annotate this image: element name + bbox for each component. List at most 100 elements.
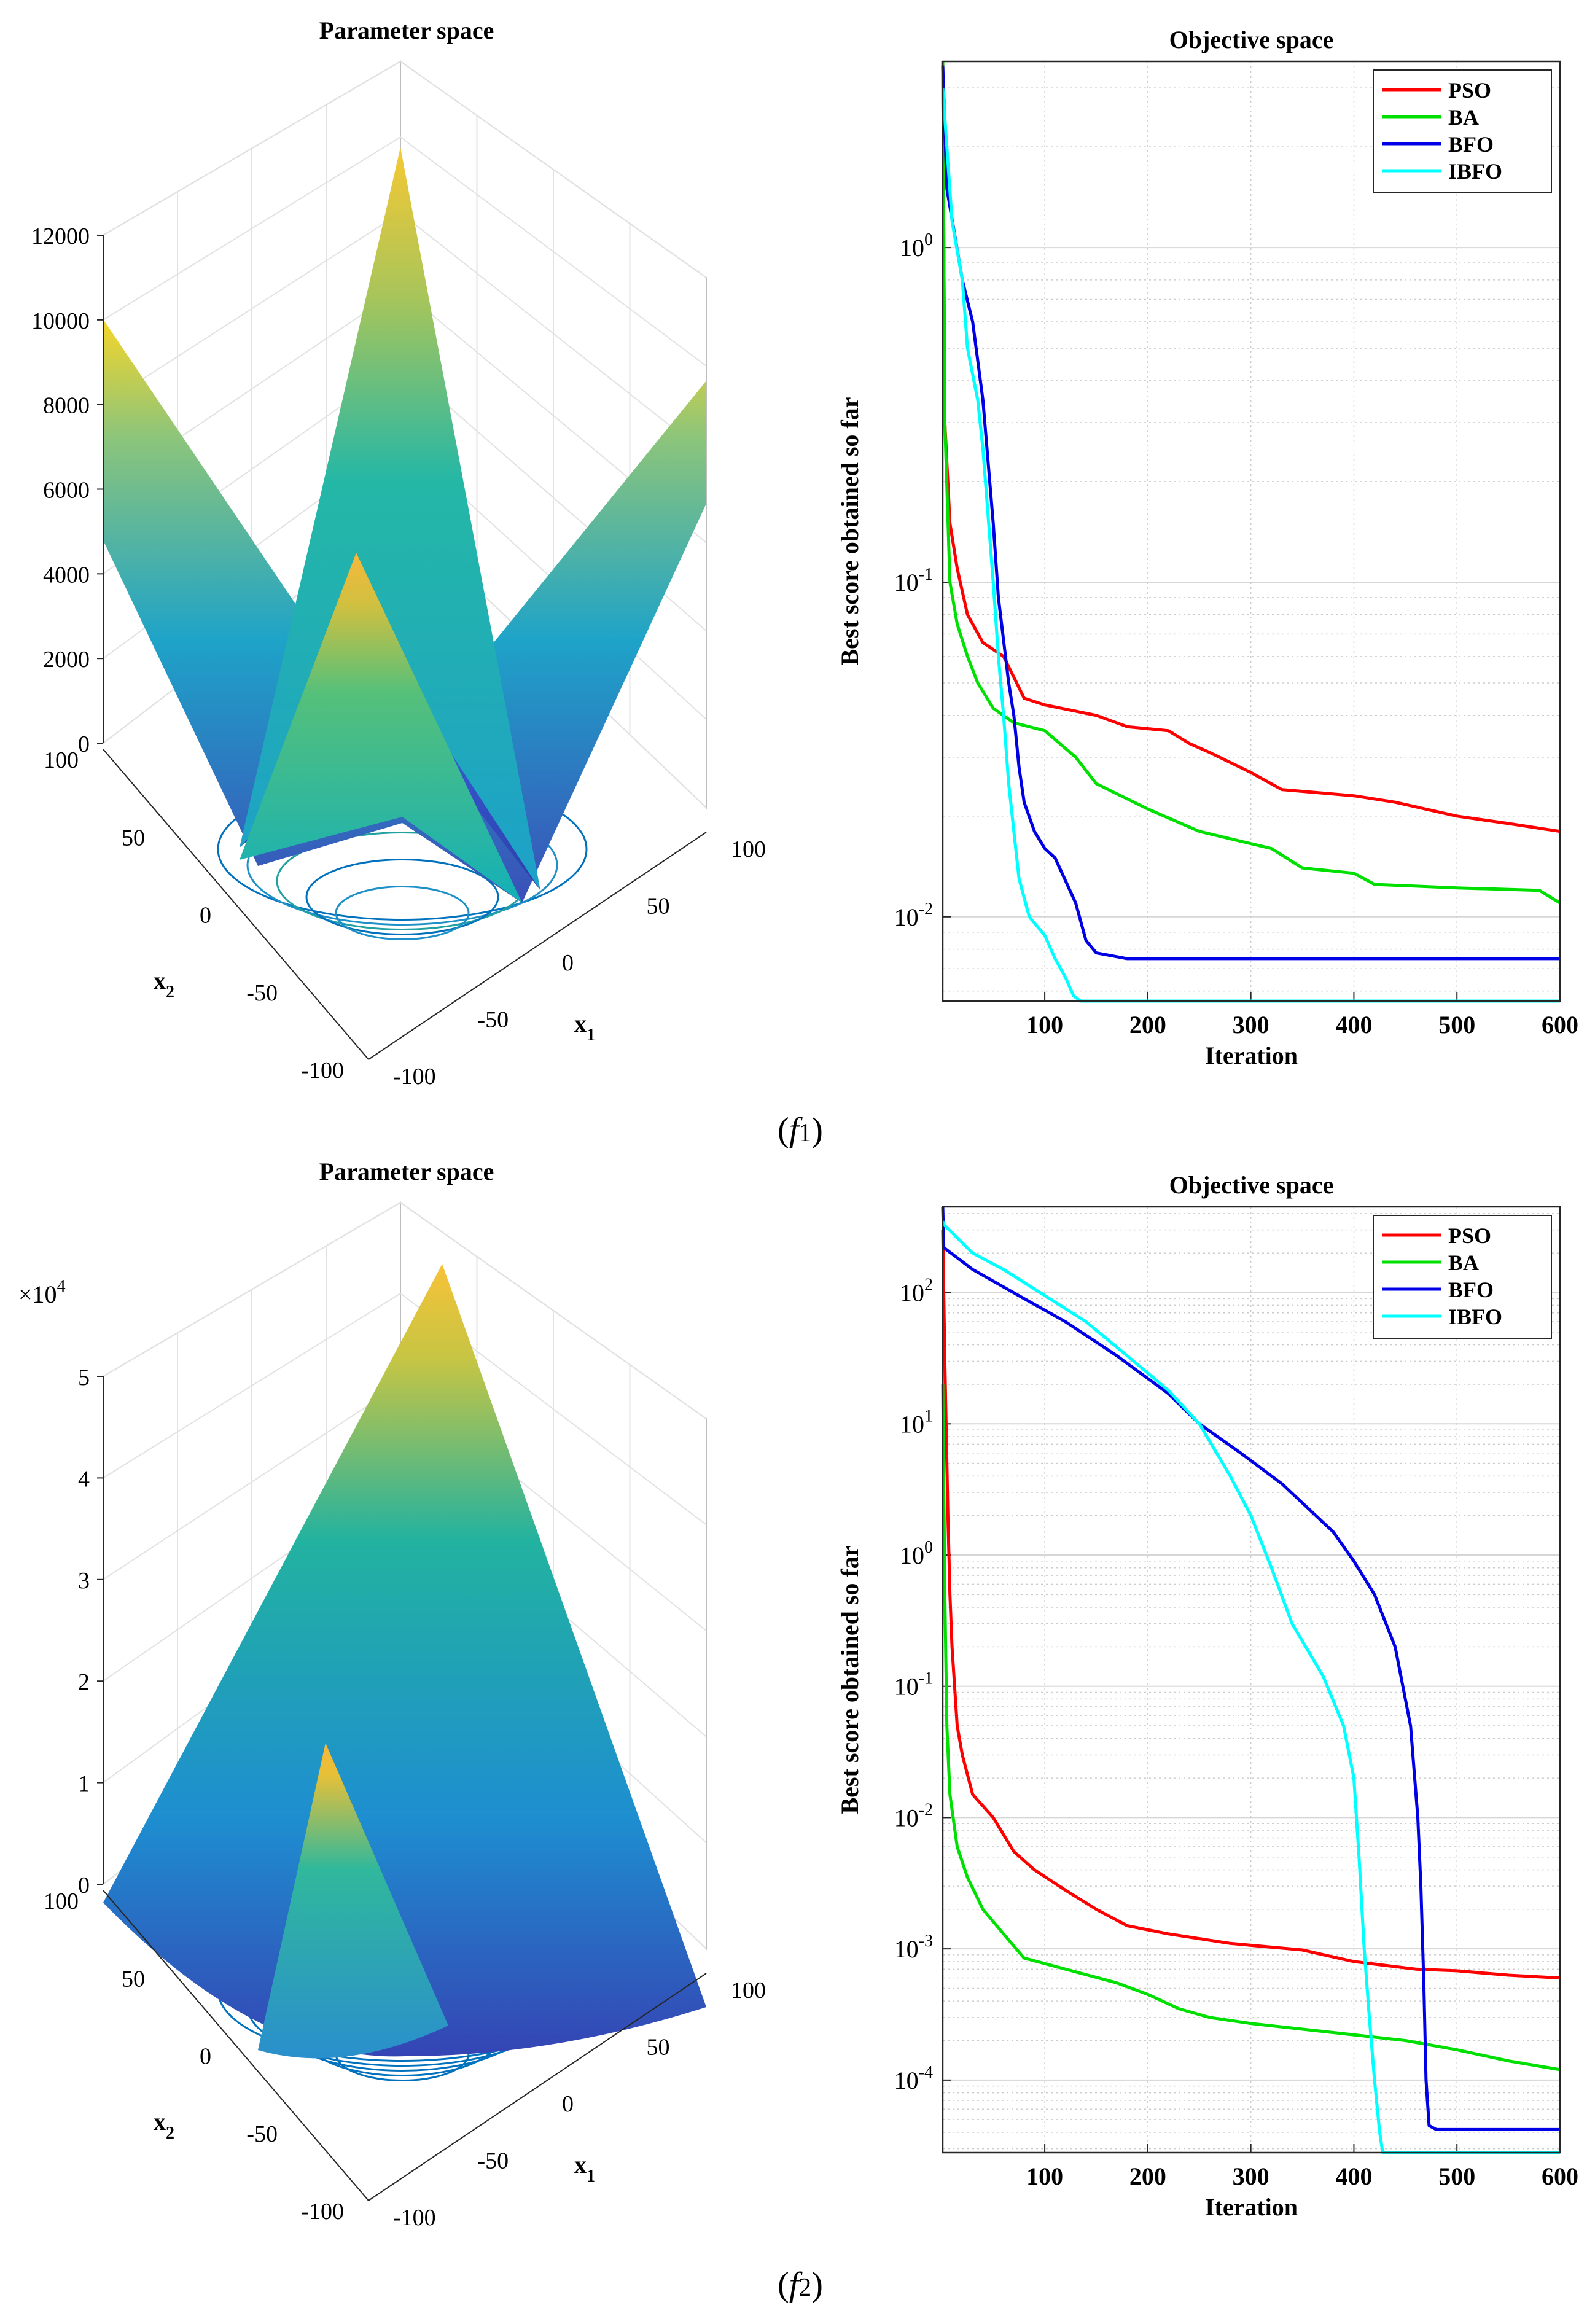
- z-multiplier-exp: 4: [57, 1277, 66, 1296]
- z-tick-label: 12000: [31, 224, 90, 249]
- y-axis-label: Best score obtained so far: [836, 1546, 864, 1814]
- x2-axis-line: [103, 749, 369, 1060]
- x1-axis-line: [368, 1973, 707, 2201]
- x-tick-label: 400: [1335, 2162, 1372, 2190]
- x-tick-label: 300: [1233, 2162, 1269, 2190]
- x1-label-sub: 1: [587, 2167, 595, 2186]
- caption-paren-close: ): [811, 1111, 823, 1149]
- figure-caption-1: (f1): [778, 1111, 823, 1149]
- y-tick-base: 10: [900, 1542, 924, 1569]
- y-tick-exp: -2: [919, 1800, 933, 1819]
- caption-paren-close: ): [811, 2266, 823, 2304]
- surface-plot-1: Parameter space1200010000800060004000200…: [31, 17, 766, 1090]
- z-tick-label: 2000: [43, 647, 90, 673]
- x-tick-label: 500: [1438, 1011, 1475, 1039]
- x1-axis-label: x1: [574, 2151, 595, 2186]
- x-axis-label: Iteration: [1205, 2193, 1298, 2221]
- chart-title: Objective space: [1169, 1171, 1334, 1199]
- y-tick-base: 10: [894, 569, 919, 596]
- series-line-ibfo: [941, 1220, 1560, 2154]
- y-tick-exp: 0: [924, 1538, 933, 1557]
- legend-label-ba: BA: [1448, 105, 1479, 130]
- wall-gridline: [103, 1292, 707, 1526]
- legend-label-bfo: BFO: [1448, 132, 1494, 157]
- x2-tick-label: -50: [246, 980, 278, 1006]
- x2-tick-label: -100: [301, 2199, 344, 2225]
- y-tick-label: 101: [900, 1406, 933, 1438]
- y-tick-label: 10-1: [894, 1669, 933, 1701]
- z-tick-label: 6000: [43, 478, 90, 504]
- x1-tick-label: 100: [731, 1978, 766, 2003]
- x2-label-base: x: [154, 967, 166, 994]
- x1-tick-label: 50: [647, 2035, 670, 2061]
- plot-frame: [942, 60, 1561, 1002]
- x2-tick-label: 100: [44, 747, 79, 773]
- y-tick-base: 10: [894, 1673, 919, 1701]
- x-tick-label: 300: [1233, 1011, 1269, 1039]
- wall-gridline: [103, 60, 707, 278]
- y-tick-base: 10: [894, 903, 919, 931]
- x1-tick-label: -100: [393, 1064, 436, 1090]
- y-tick-label: 100: [900, 1538, 933, 1569]
- y-tick-label: 10-1: [894, 565, 933, 596]
- z-tick-label: 4000: [43, 562, 90, 588]
- plot-frame: [942, 1206, 1561, 2154]
- surface-bowl: [103, 1264, 706, 2057]
- y-tick-exp: -3: [919, 1932, 933, 1951]
- x1-tick-label: 0: [562, 950, 574, 976]
- z-tick-label: 4: [78, 1466, 90, 1492]
- legend-label-ibfo: IBFO: [1448, 159, 1502, 184]
- series-line-ba: [941, 61, 1561, 905]
- y-tick-base: 10: [894, 2067, 919, 2094]
- x1-label-base: x: [574, 2151, 587, 2178]
- surface-title: Parameter space: [319, 1158, 494, 1185]
- plot-area: [943, 1207, 1560, 2153]
- x1-label-base: x: [574, 1010, 587, 1037]
- chart-title: Objective space: [1169, 26, 1334, 53]
- y-tick-base: 10: [900, 1410, 924, 1438]
- wall-gridline: [103, 1201, 707, 1419]
- x-tick-label: 400: [1335, 1011, 1372, 1039]
- x1-tick-label: -50: [478, 2148, 509, 2174]
- x1-axis-label: x1: [574, 1010, 595, 1045]
- y-tick-exp: -2: [919, 900, 933, 919]
- x2-tick-label: 100: [44, 1889, 79, 1914]
- z-tick-label: 1: [78, 1771, 90, 1797]
- z-tick-label: 2: [78, 1669, 90, 1695]
- floor-contour: [335, 886, 470, 940]
- plot-area: [943, 61, 1560, 1001]
- y-tick-base: 10: [894, 1935, 919, 1963]
- legend-label-pso: PSO: [1448, 78, 1491, 103]
- x2-label-sub: 2: [166, 2124, 174, 2143]
- surface-side-wings: [103, 319, 706, 903]
- x-tick-label: 100: [1026, 1011, 1063, 1039]
- x-tick-label: 600: [1542, 1011, 1578, 1039]
- y-tick-label: 10-3: [894, 1932, 933, 1963]
- x2-tick-label: 50: [122, 825, 145, 851]
- y-tick-label: 10-2: [894, 900, 933, 931]
- x-tick-label: 200: [1129, 2162, 1166, 2190]
- y-axis-label: Best score obtained so far: [836, 397, 864, 666]
- surface-front-peak: [240, 553, 522, 903]
- x-axis-label: Iteration: [1205, 1042, 1298, 1069]
- y-tick-base: 10: [900, 234, 924, 262]
- z-tick-label: 10000: [31, 308, 90, 334]
- x2-axis-label: x2: [154, 2108, 174, 2143]
- x2-label-base: x: [154, 2108, 166, 2135]
- legend-label-bfo: BFO: [1448, 1277, 1494, 1302]
- x-tick-label: 200: [1129, 1011, 1166, 1039]
- caption-paren-open: (: [778, 2266, 789, 2304]
- series-line-ibfo: [941, 87, 1560, 1003]
- z-tick-label: 0: [78, 1873, 90, 1898]
- legend-label-ibfo: IBFO: [1448, 1304, 1502, 1329]
- surface-front-lobe: [258, 1743, 448, 2059]
- wall-gridline: [103, 136, 707, 367]
- caption-sub: 2: [798, 2274, 811, 2302]
- y-tick-label: 10-4: [894, 2063, 933, 2094]
- x2-tick-label: 0: [200, 2044, 211, 2070]
- y-tick-label: 102: [900, 1276, 933, 1307]
